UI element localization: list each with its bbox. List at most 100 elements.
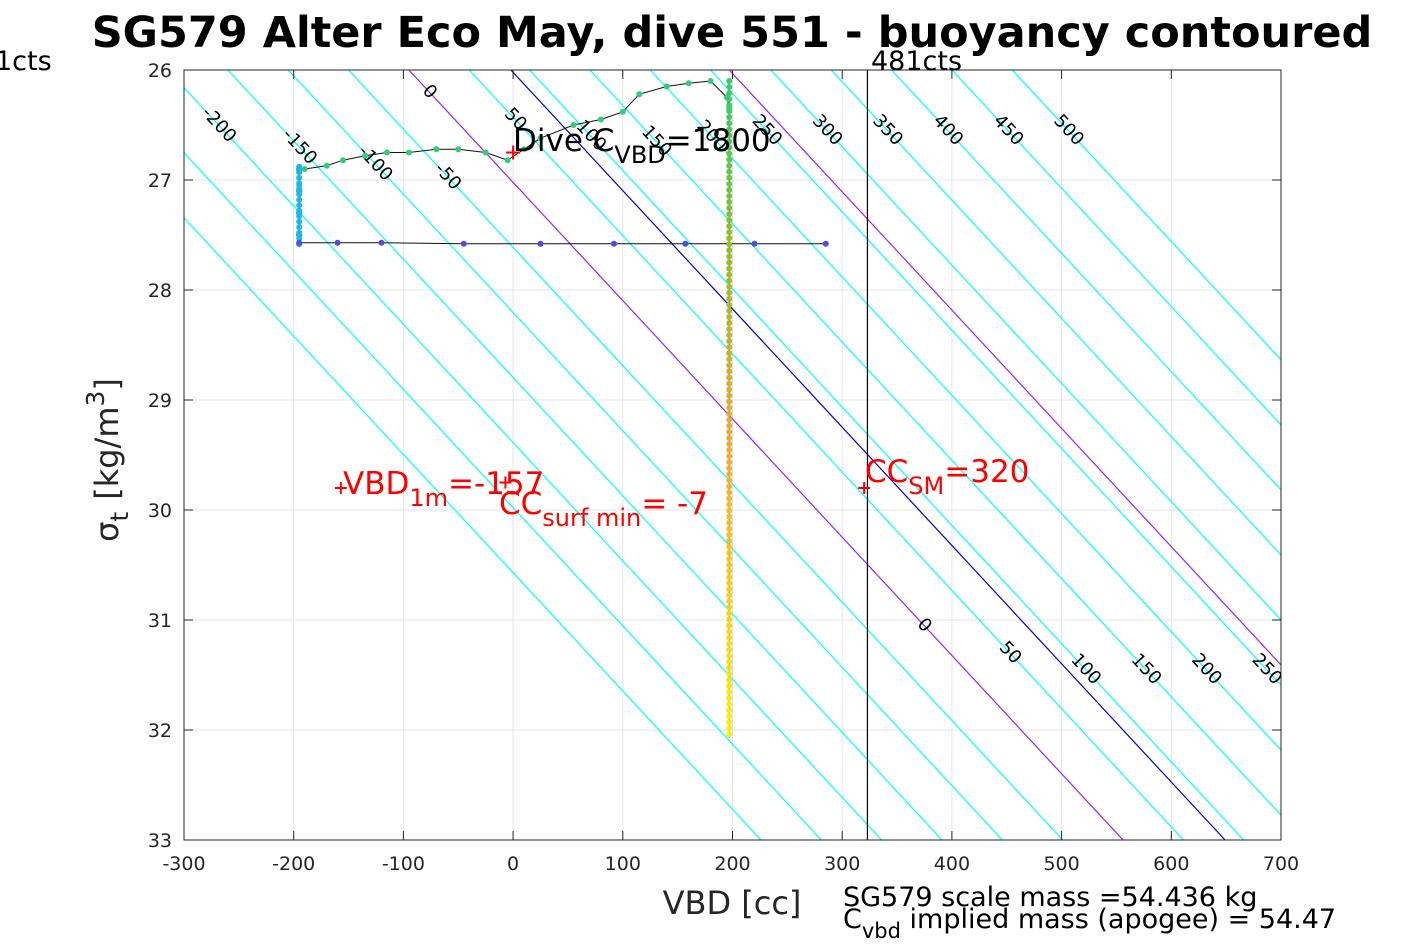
contour-label: 300 [1308,649,1347,688]
profile-point [340,157,347,164]
contour-line [348,70,1064,840]
profile-point [726,289,733,296]
profile-point [296,213,303,220]
profile-point [726,574,733,581]
profile-point [707,78,714,84]
profile-point [726,186,733,193]
profile-point [726,320,733,326]
contour-line [184,86,883,840]
profile-point [726,344,733,351]
svg-text:VBD1m=-157: VBD1m=-157 [343,466,544,512]
profile-point [726,150,733,157]
profile-point [726,422,733,429]
profile-point [726,707,733,714]
x-tick-label: 400 [934,853,970,875]
profile-point [726,434,733,441]
profile-point [726,96,733,103]
contour-line [468,70,1184,840]
profile-point [726,120,733,127]
profile-point [726,416,733,423]
profile-point [726,525,733,532]
x-tick-label: 500 [1043,853,1079,875]
profile-point [726,719,733,726]
profile-point [726,84,733,91]
y-label-close: ] [88,378,126,390]
profile-point [296,196,303,203]
profile-point [482,149,489,156]
profile-point [726,253,733,260]
profile-point [726,247,733,254]
profile-point [726,102,733,109]
profile-point [726,180,733,187]
profile-point [570,122,577,128]
profile-point [822,240,829,247]
profile-point [301,166,308,172]
profile-point [296,207,303,214]
profile-point [726,307,733,314]
profile-path-bottom [299,242,826,245]
vbd1m-annotation: VBD1m=-157 [343,466,544,512]
profile-point [726,205,733,212]
profile-point [726,580,733,587]
profile-point [296,185,303,192]
profile-point [726,549,733,556]
profile-point [323,162,330,169]
svg-text:σt[kg/m3]: σt [kg/m3] [81,378,134,542]
profile-point [726,640,733,647]
profile-point [296,174,303,181]
profile-point [296,163,303,170]
y-label-sub: t [105,512,134,522]
profile-point [726,162,733,169]
profile-point [726,501,733,508]
profile-point [726,356,733,363]
profile-point [726,483,733,490]
profile-point [521,146,528,153]
profile-point [619,108,626,115]
profile-point [726,90,733,97]
profile-point [726,713,733,720]
x-tick-label: 600 [1153,853,1189,875]
profile-point [296,191,303,198]
x-tick-label: -200 [272,853,315,875]
contour-line [649,70,1281,751]
y-tick-label: 30 [148,500,172,522]
profile-point [296,235,303,242]
profile-point [726,223,733,230]
profile-point [726,404,733,411]
profile-point [726,453,733,460]
contour-line-magenta [408,70,1124,840]
y-label-sigma: σ [88,522,126,542]
profile-point [726,132,733,139]
contour-line [287,70,1003,840]
profile-point [383,149,390,156]
profile-point [726,537,733,544]
profile-point [726,634,733,641]
profile-point [726,598,733,605]
contour-line [227,70,943,840]
profile-point [726,725,733,732]
profile-point [726,192,733,199]
profile-point [726,701,733,708]
profile-point [726,604,733,611]
x-tick-label: -100 [382,853,425,875]
profile-point [726,664,733,671]
profile-point [636,91,643,98]
y-tick-label: 27 [148,170,172,192]
profile-point [726,646,733,653]
ccsm-annotation: CCSM=320 [865,454,1029,500]
dive-profile [295,70,871,840]
profile-point [726,235,733,242]
x-tick-label: 300 [824,853,860,875]
profile-point [726,217,733,224]
profile-point [726,519,733,526]
y-tick-label: 28 [148,280,172,302]
profile-point [405,149,412,156]
profile-point [726,689,733,696]
profile-point [611,240,618,247]
profile-point [726,174,733,181]
contour-label: 350 [1368,649,1407,688]
profile-point [663,83,670,90]
profile-point [296,239,303,246]
y-label-sup: 3 [81,391,110,407]
profile-point [334,239,341,246]
